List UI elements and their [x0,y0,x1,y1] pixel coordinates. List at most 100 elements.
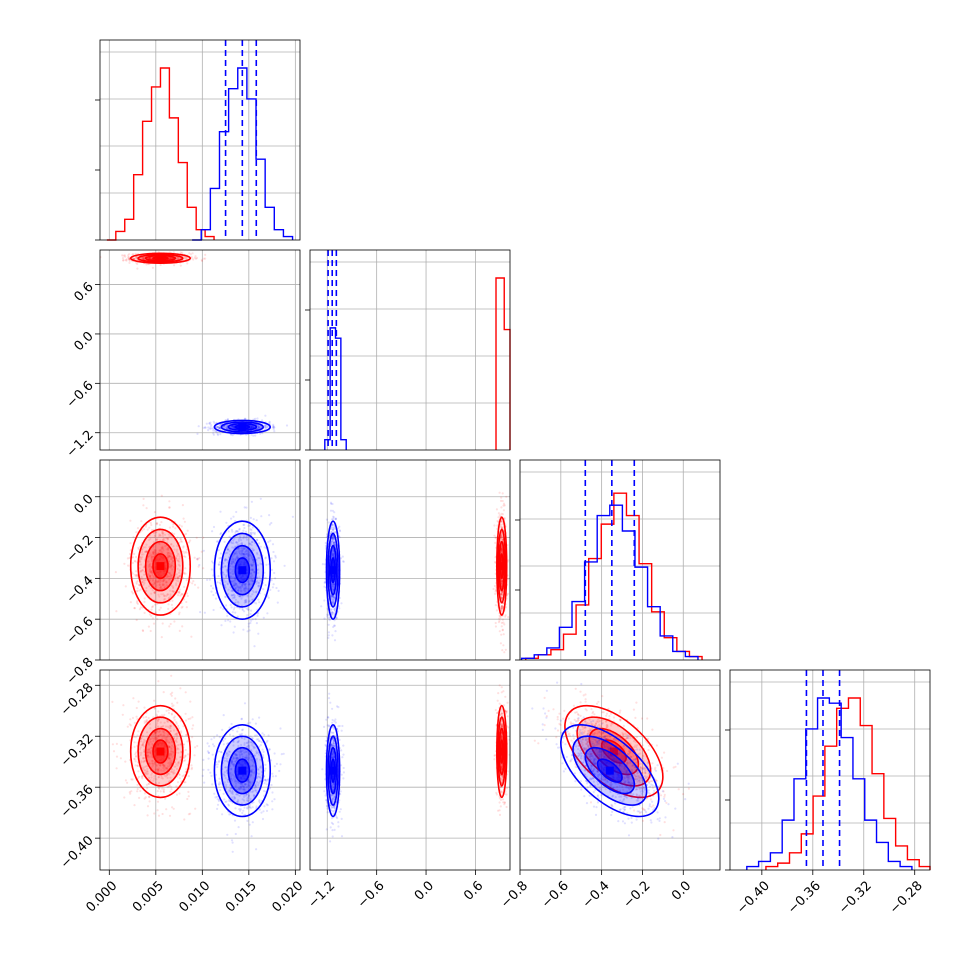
scatter-point [250,568,253,571]
scatter-point [276,601,279,604]
scatter-point [331,552,335,555]
scatter-point [157,680,160,683]
scatter-point [232,579,235,583]
scatter-point [500,547,503,550]
scatter-point [244,530,248,533]
scatter-point [135,261,138,264]
scatter-point [333,543,336,547]
scatter-point [500,606,503,609]
scatter-point [183,818,186,821]
scatter-point [178,574,181,578]
scatter-point [226,551,229,555]
scatter-point [239,595,242,598]
scatter-point [146,805,150,808]
scatter-point [149,563,152,566]
scatter-point [332,534,335,538]
scatter-point [155,538,158,541]
scatter-point [183,572,186,575]
scatter-point [332,601,335,604]
scatter-point [146,814,149,817]
scatter-point [255,590,258,593]
scatter-point [172,585,175,588]
scatter-point [273,571,276,575]
scatter-point [225,427,228,430]
scatter-point [150,556,153,559]
scatter-point [252,426,255,429]
scatter-point [168,554,171,558]
scatter-point [238,587,241,590]
scatter-point [160,593,163,596]
scatter-point [213,429,216,432]
scatter-point [331,552,334,555]
scatter-point [243,587,246,590]
scatter-point [242,546,245,549]
scatter-point [501,550,504,553]
scatter-point [253,533,256,536]
scatter-point [332,599,335,603]
scatter-point [216,426,219,429]
scatter-point [180,540,184,543]
scatter-point [151,617,154,620]
scatter-point [204,426,207,429]
scatter-point [252,518,255,521]
scatter-point [258,576,261,579]
scatter-point [230,594,234,597]
scatter-point [264,414,267,417]
scatter-point [157,814,161,817]
scatter-point [128,552,132,556]
scatter-point [139,569,143,573]
scatter-point [177,577,180,580]
scatter-point [141,547,144,551]
scatter-point [500,604,503,608]
scatter-point [171,599,174,602]
scatter-point [244,599,247,602]
scatter-point [333,608,336,611]
scatter-point [176,257,179,260]
scatter-point [138,796,141,800]
scatter-point [180,606,183,609]
scatter-point [139,563,143,566]
scatter-point [498,630,501,633]
scatter-point [193,256,196,259]
scatter-point [265,426,268,429]
scatter-point [150,558,153,561]
scatter-point [500,633,503,636]
scatter-point [251,425,254,428]
scatter-point [256,564,260,567]
scatter-point [179,540,182,543]
scatter-point [235,586,238,590]
scatter-point [232,576,235,579]
scatter-point [184,256,187,259]
scatter-point [184,532,188,536]
scatter-point [149,570,152,573]
scatter-point [219,552,222,555]
scatter-point [202,549,205,552]
scatter-point [229,540,232,544]
scatter-point [175,584,178,587]
scatter-point [150,523,153,527]
scatter-point [217,575,220,578]
scatter-point [243,526,246,530]
scatter-point [210,568,213,571]
scatter-point [269,539,272,542]
scatter-point [264,426,267,429]
scatter-point [224,596,227,599]
scatter-point [243,583,246,586]
scatter-point [150,592,153,595]
scatter-point [331,549,334,552]
scatter-point [250,433,253,436]
scatter-point [161,545,164,549]
contour-2-1-0-3 [496,516,508,616]
scatter-point [232,568,235,571]
scatter-point [502,504,505,507]
scatter-point [234,557,237,560]
scatter-point [132,257,135,260]
scatter-point [193,583,197,586]
scatter-point [230,560,233,563]
scatter-point [153,592,156,595]
scatter-point [218,581,222,585]
scatter-point [141,569,144,572]
scatter-point [128,261,131,264]
scatter-point [142,257,145,260]
